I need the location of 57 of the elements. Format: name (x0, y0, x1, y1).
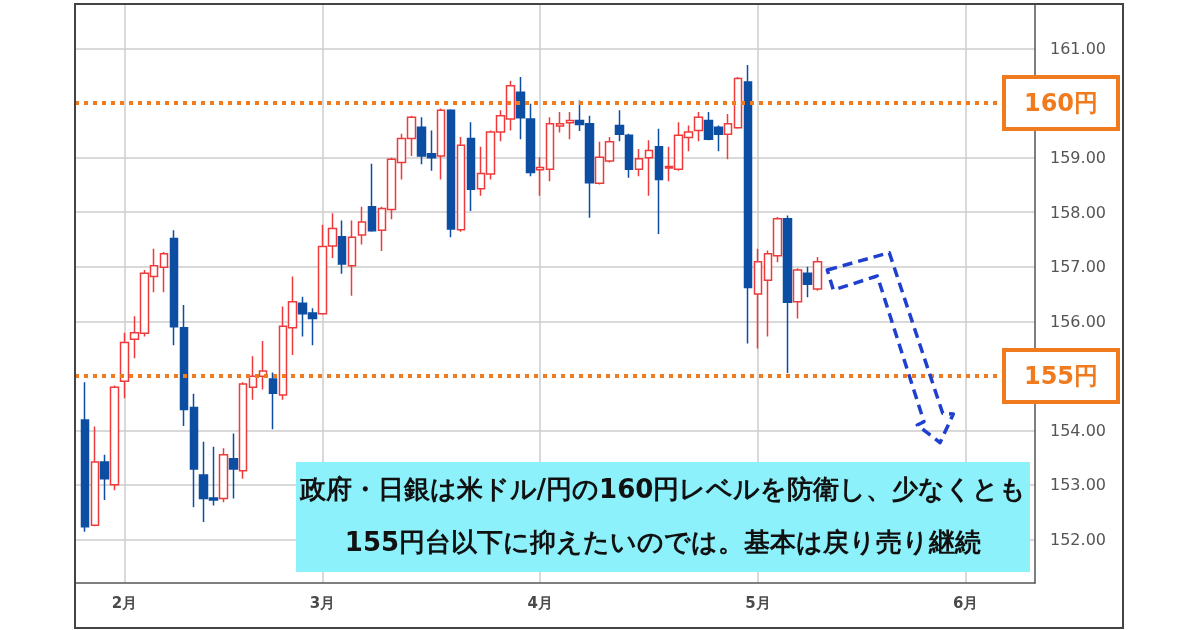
candlestick (743, 64, 753, 345)
candlestick (782, 214, 793, 374)
x-tick-label: 5月 (745, 593, 771, 612)
candlestick (248, 355, 258, 401)
y-tick-label: 154.00 (1050, 420, 1106, 440)
candlestick (555, 111, 565, 134)
candlestick (337, 219, 347, 275)
candlestick (169, 229, 179, 347)
annotation: 政府・日銀は米ドル/円の160円レベルを防衛し、少なくとも155円台以下に抑えたいのでは。基本は戻り売り継続 (296, 463, 1030, 569)
candlestick (565, 111, 575, 140)
candlestick (634, 148, 644, 177)
candlestick (812, 256, 823, 292)
y-tick-label: 153.00 (1050, 475, 1106, 495)
candlestick (99, 454, 110, 501)
candlestick (119, 331, 130, 399)
candlestick (436, 107, 446, 181)
candlestick (456, 136, 466, 233)
candlestick (446, 108, 456, 239)
candlestick (268, 371, 278, 430)
x-tick-label: 2月 (111, 593, 138, 612)
y-tick-label: 158.00 (1050, 202, 1106, 222)
candlestick (545, 116, 555, 182)
x-tick-label: 3月 (309, 593, 336, 612)
candlestick (693, 111, 704, 143)
candlestick (644, 139, 654, 197)
candlestick (347, 219, 357, 297)
candlestick (258, 340, 268, 391)
candlestick (159, 251, 169, 294)
ref-line-label: 160円 (1002, 75, 1120, 132)
candlestick (189, 393, 199, 508)
candlestick (614, 109, 625, 143)
candlestick (80, 381, 90, 533)
candlestick (367, 162, 377, 233)
y-tick-label: 161.00 (1050, 39, 1106, 59)
y-tick-label: 156.00 (1050, 311, 1106, 331)
candlestick (624, 132, 634, 179)
candlestick (228, 432, 239, 500)
candlestick (792, 267, 803, 320)
candlestick (723, 113, 733, 161)
candlestick (90, 425, 100, 528)
candlestick (733, 76, 743, 130)
candlestick (357, 206, 367, 246)
candlestick (179, 304, 189, 427)
y-tick-label: 152.00 (1050, 529, 1106, 549)
x-tick-label: 6月 (953, 593, 979, 612)
candlestick (238, 381, 248, 480)
candlestick (466, 121, 476, 212)
ref-line-label: 155円 (1002, 347, 1120, 404)
x-tick-label: 4月 (527, 593, 553, 612)
y-tick-label: 157.00 (1050, 257, 1106, 277)
candlestick (535, 156, 545, 197)
candlestick (654, 128, 664, 235)
candlestick (109, 384, 120, 492)
candlestick (753, 247, 763, 350)
candlestick (218, 447, 229, 504)
y-tick-label: 159.00 (1050, 148, 1106, 168)
candlestick (802, 265, 813, 299)
